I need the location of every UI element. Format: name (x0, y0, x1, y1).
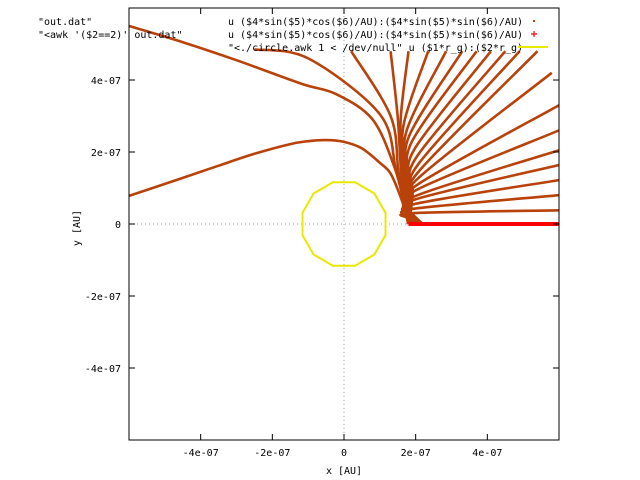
y-tick-label: -4e-07 (85, 364, 121, 375)
y-tick-label: 0 (115, 220, 121, 231)
y-axis-label: y [AU] (72, 210, 83, 246)
x-ticks: -4e-07 -2e-07 0 2e-07 4e-07 (183, 8, 502, 459)
orbit-curve-10 (406, 50, 521, 225)
curve-cluster (408, 211, 425, 224)
legend-marker-plus (531, 31, 537, 37)
y-tick-label: 2e-07 (91, 148, 121, 159)
legend-using-1: u ($4*sin($5)*cos($6)/AU):($4*sin($5)*si… (228, 17, 523, 28)
y-tick-label: -2e-07 (85, 292, 121, 303)
x-tick-label: -2e-07 (254, 448, 290, 459)
legend: "out.dat" u ($4*sin($5)*cos($6)/AU):($4*s… (38, 17, 548, 54)
y-ticks: -4e-07 -2e-07 0 2e-07 4e-07 (85, 76, 559, 375)
x-tick-label: 0 (341, 448, 347, 459)
x-tick-label: 4e-07 (472, 448, 502, 459)
orbit-curve-22 (129, 138, 410, 225)
plot-area (129, 24, 559, 267)
orbit-curve-21 (129, 24, 410, 225)
legend-file-3: "<./circle.awk 1 < /dev/null" u ($1*r_g)… (228, 43, 523, 54)
x-axis-label: x [AU] (326, 466, 362, 477)
x-tick-label: -4e-07 (183, 448, 219, 459)
horizon-circle (301, 181, 387, 267)
y-tick-label: 4e-07 (91, 76, 121, 87)
legend-file-1: "out.dat" (38, 17, 92, 28)
legend-file-2: "<awk '($2==2)' out.dat" (38, 30, 183, 41)
orbit-curve-1 (399, 209, 559, 226)
legend-using-2: u ($4*sin($5)*cos($6)/AU):($4*sin($5)*si… (228, 30, 523, 41)
legend-marker-dot (533, 20, 535, 22)
x-tick-label: 2e-07 (401, 448, 431, 459)
